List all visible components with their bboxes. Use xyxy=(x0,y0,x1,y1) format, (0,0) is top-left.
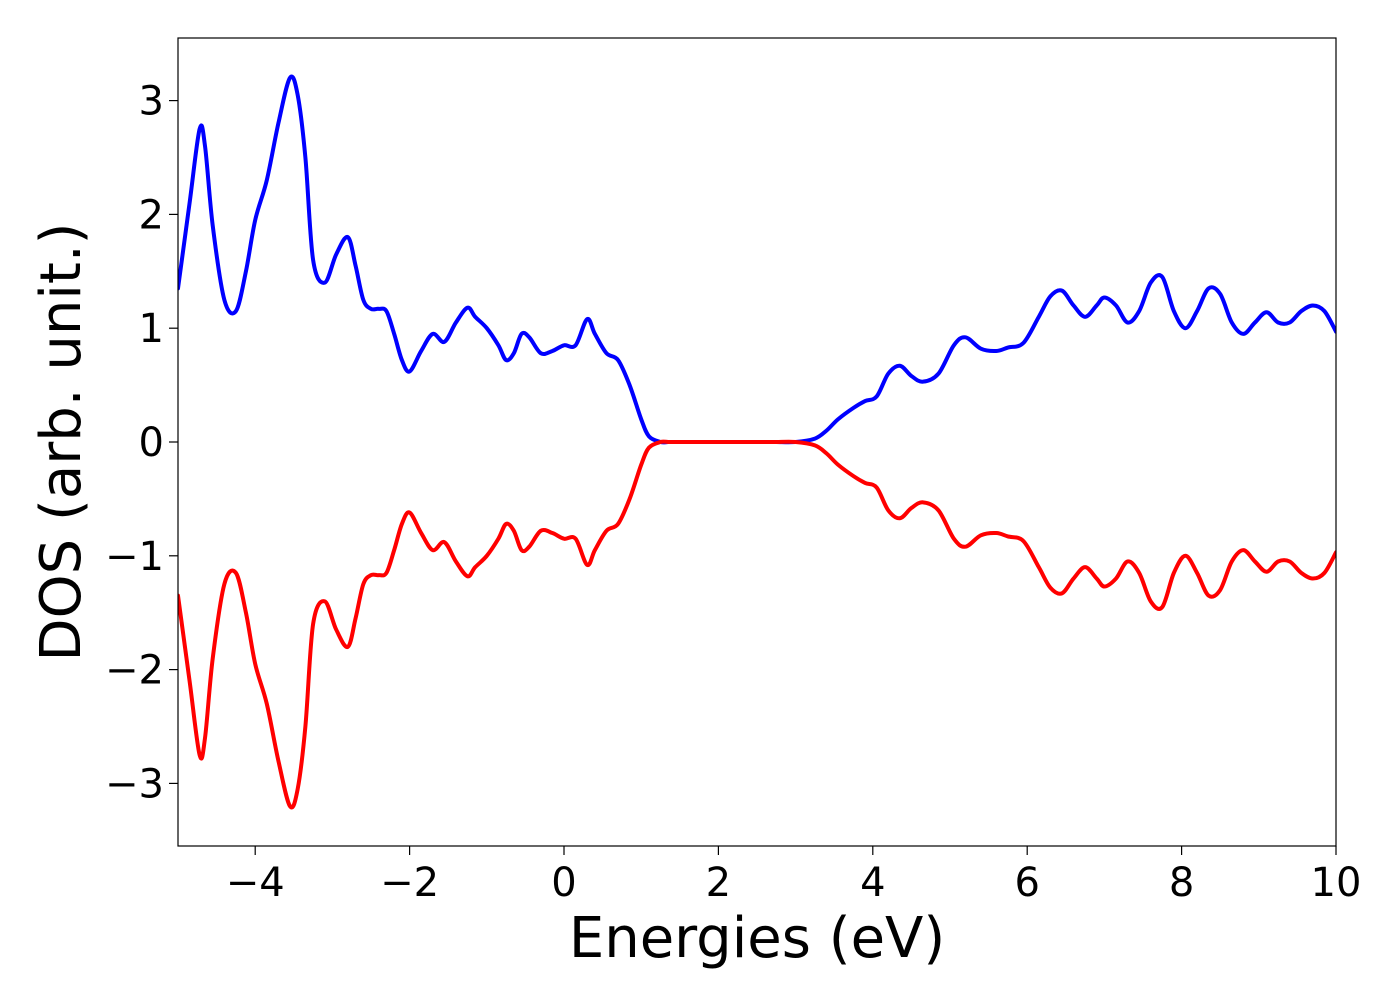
series-layer xyxy=(178,74,1336,810)
y-tick-label: −2 xyxy=(105,648,164,694)
x-tick-label: 10 xyxy=(1311,860,1362,906)
y-tick-label: 3 xyxy=(139,79,164,125)
x-tick-label: −2 xyxy=(380,860,439,906)
x-tick-label: 0 xyxy=(551,860,576,906)
x-tick-label: −4 xyxy=(226,860,285,906)
y-axis: −3 −2 −1 0 1 2 3 xyxy=(105,79,178,807)
y-tick-label: −1 xyxy=(105,534,164,580)
x-tick-label: 8 xyxy=(1169,860,1194,906)
x-tick-label: 2 xyxy=(706,860,731,906)
x-tick-label: 4 xyxy=(860,860,885,906)
y-tick-label: 2 xyxy=(139,192,164,238)
dos-line-negative xyxy=(178,439,1336,810)
y-tick-label: 0 xyxy=(139,420,164,466)
y-axis-label: DOS (arb. unit.) xyxy=(29,222,94,661)
y-tick-label: 1 xyxy=(139,306,164,352)
x-axis-label: Energies (eV) xyxy=(569,906,945,971)
x-axis: −4 −2 0 2 4 6 8 10 xyxy=(226,846,1362,906)
x-tick-label: 6 xyxy=(1014,860,1039,906)
y-tick-label: −3 xyxy=(105,761,164,807)
